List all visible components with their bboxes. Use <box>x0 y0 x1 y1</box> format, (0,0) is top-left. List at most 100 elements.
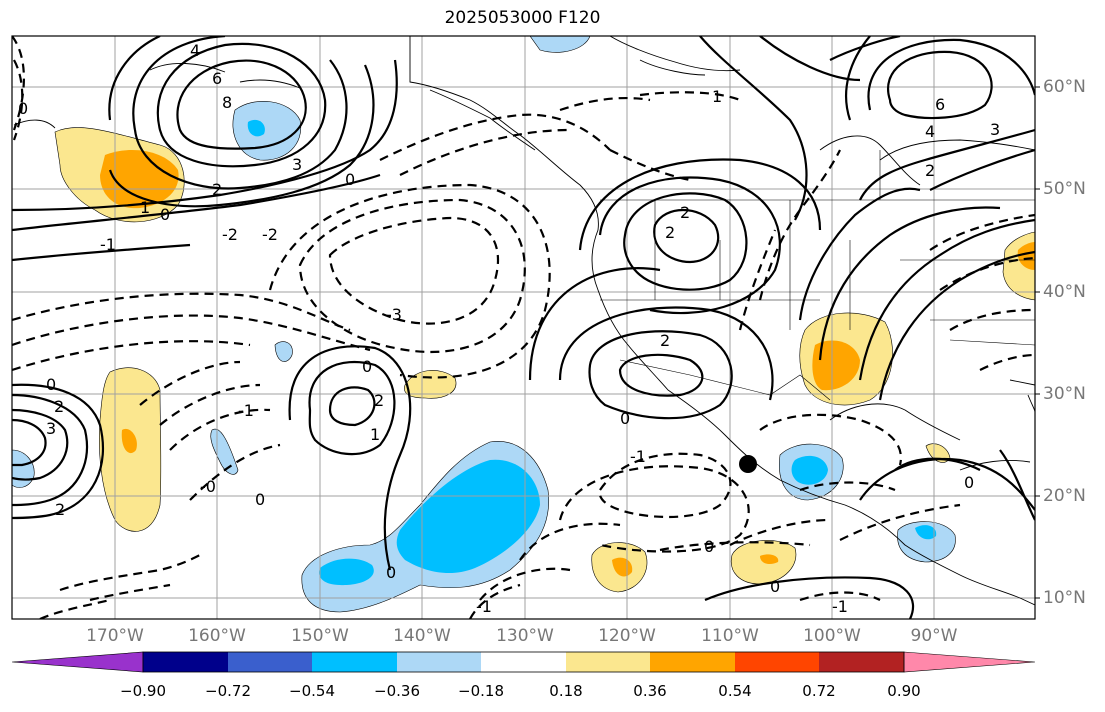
map-frame <box>11 35 1036 620</box>
negative-anomaly-fill <box>232 100 302 161</box>
svg-text:3: 3 <box>990 120 1000 139</box>
svg-text:3: 3 <box>292 155 302 174</box>
lon-label: 120°W <box>598 626 656 646</box>
svg-text:-3: -3 <box>386 305 402 324</box>
svg-text:-2: -2 <box>262 225 278 244</box>
negative-anomaly-core <box>396 459 540 574</box>
svg-text:0: 0 <box>46 375 56 394</box>
svg-text:-1: -1 <box>476 597 492 616</box>
lat-ticks <box>1035 86 1040 599</box>
contour-labels: 6 4 8 3 2 1 0 0 -1 -2 -2 -3 2 2 2 6 4 3 … <box>18 41 1000 616</box>
svg-text:0: 0 <box>362 357 372 376</box>
lat-label: 50°N <box>1043 179 1086 199</box>
svg-text:2: 2 <box>374 391 384 410</box>
lon-label: 90°W <box>910 626 958 646</box>
shading-layer <box>12 36 1035 613</box>
svg-text:2: 2 <box>665 223 675 242</box>
svg-text:8: 8 <box>222 93 232 112</box>
colorbar-tick-label: 0.72 <box>802 682 836 700</box>
svg-text:-1: -1 <box>100 235 116 254</box>
svg-text:6: 6 <box>935 95 945 114</box>
svg-text:4: 4 <box>925 122 935 141</box>
svg-text:1: 1 <box>712 87 722 106</box>
colorbar-tick-label: 0.90 <box>887 682 921 700</box>
svg-text:0: 0 <box>386 563 396 582</box>
negative-anomaly-core <box>247 119 265 137</box>
positive-anomaly-core <box>121 428 137 454</box>
negative-anomaly-fill <box>274 341 293 362</box>
lon-label: 170°W <box>86 626 144 646</box>
colorbar-extend-low <box>11 651 144 673</box>
colorbar-tick-label: −0.36 <box>374 682 420 700</box>
colorbar-tick-label: 0.18 <box>549 682 583 700</box>
colorbar-frame <box>142 651 905 673</box>
colorbar-bin <box>312 652 397 672</box>
lon-label: 130°W <box>496 626 554 646</box>
lat-label: 40°N <box>1043 282 1086 302</box>
lat-label: 30°N <box>1043 384 1086 404</box>
svg-text:6: 6 <box>212 69 222 88</box>
coastlines <box>13 36 1035 606</box>
colorbar-tick-label: 0.54 <box>718 682 752 700</box>
svg-text:-2: -2 <box>222 225 238 244</box>
graticule <box>12 36 1035 619</box>
negative-anomaly-core <box>319 558 374 586</box>
colorbar-tick-label: −0.90 <box>120 682 166 700</box>
svg-text:0: 0 <box>255 490 265 509</box>
svg-text:0: 0 <box>18 99 28 118</box>
positive-anomaly-core <box>1017 242 1035 270</box>
colorbar-tick-label: −0.54 <box>289 682 335 700</box>
dashed-contours <box>12 36 1035 619</box>
colorbar-bin <box>650 652 735 672</box>
svg-text:2: 2 <box>54 397 64 416</box>
negative-anomaly-core <box>915 525 937 540</box>
colorbar-bin <box>143 652 228 672</box>
negative-anomaly-fill <box>210 428 239 475</box>
positive-anomaly-core <box>760 554 779 564</box>
colorbar-bin <box>735 652 819 672</box>
svg-text:4: 4 <box>190 41 200 60</box>
svg-text:2: 2 <box>212 180 222 199</box>
negative-anomaly-fill <box>897 521 956 563</box>
negative-anomaly-fill <box>529 36 591 53</box>
svg-text:0: 0 <box>345 170 355 189</box>
svg-text:2: 2 <box>680 203 690 222</box>
solid-contours <box>12 36 1035 619</box>
lon-label: 150°W <box>291 626 349 646</box>
lat-label: 10°N <box>1043 588 1086 608</box>
colorbar-bin <box>566 652 650 672</box>
svg-text:-1: -1 <box>832 597 848 616</box>
lon-label: 110°W <box>701 626 759 646</box>
svg-text:0: 0 <box>770 577 780 596</box>
lat-label: 60°N <box>1043 77 1086 97</box>
negative-anomaly-fill <box>12 449 35 488</box>
lat-label: 20°N <box>1043 486 1086 506</box>
colorbar-bin <box>481 652 566 672</box>
colorbar-tick-label: −0.72 <box>205 682 251 700</box>
svg-text:-1: -1 <box>630 447 646 466</box>
colorbar-tick-label: −0.18 <box>458 682 504 700</box>
lon-label: 100°W <box>803 626 861 646</box>
svg-text:-0: -0 <box>200 477 216 496</box>
positive-anomaly-core <box>812 340 860 391</box>
svg-text:0: 0 <box>964 473 974 492</box>
colorbar-bin <box>819 652 904 672</box>
colorbar-bin <box>397 652 481 672</box>
political-borders <box>600 150 1035 401</box>
colorbar-tick-label: 0.36 <box>633 682 667 700</box>
location-marker <box>739 455 757 473</box>
map-title: 2025053000 F120 <box>444 8 601 28</box>
negative-anomaly-core <box>791 455 828 485</box>
svg-text:0: 0 <box>704 537 714 556</box>
colorbar-bin <box>228 652 312 672</box>
lon-label: 160°W <box>188 626 246 646</box>
svg-text:2: 2 <box>55 500 65 519</box>
svg-text:-1: -1 <box>238 401 254 420</box>
svg-text:3: 3 <box>46 419 56 438</box>
svg-text:1: 1 <box>370 425 380 444</box>
svg-text:1: 1 <box>140 198 150 217</box>
colorbar-extend-high <box>903 651 1036 673</box>
lon-label: 140°W <box>393 626 451 646</box>
svg-text:0: 0 <box>160 205 170 224</box>
